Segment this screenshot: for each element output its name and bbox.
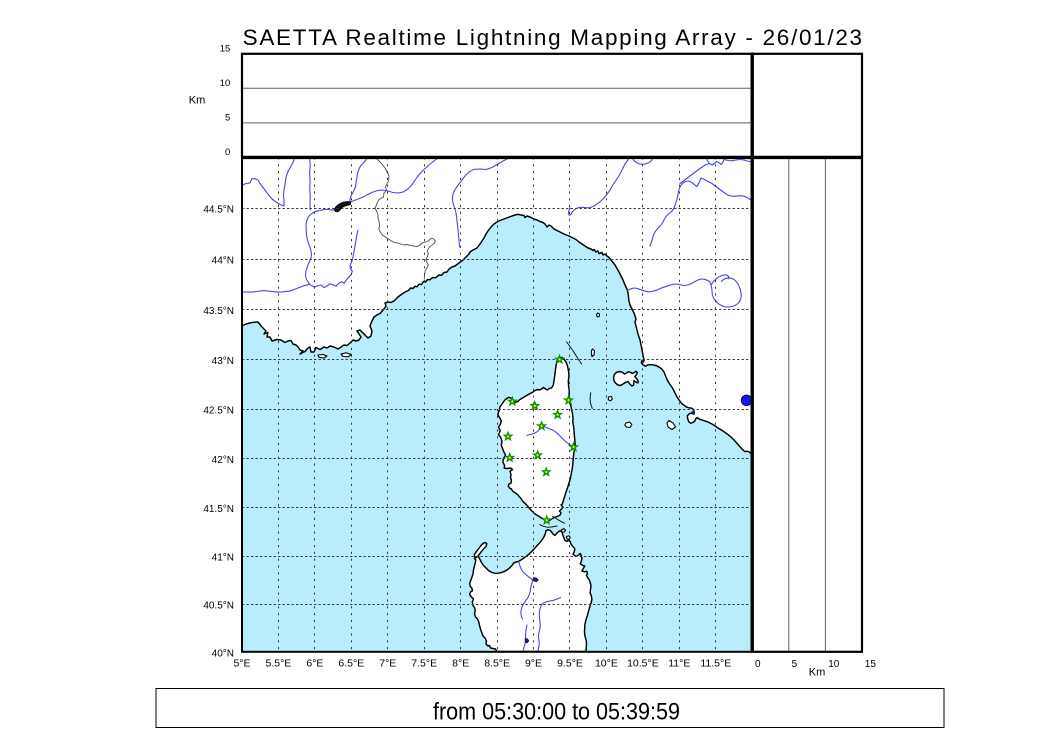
svg-text:7.5°E: 7.5°E <box>411 658 437 670</box>
svg-text:9.5°E: 9.5°E <box>557 658 583 670</box>
svg-text:5: 5 <box>225 113 230 124</box>
svg-text:5.5°E: 5.5°E <box>265 658 291 670</box>
svg-text:8.5°E: 8.5°E <box>484 658 510 670</box>
svg-text:40°N: 40°N <box>212 648 234 659</box>
svg-text:11°E: 11°E <box>668 658 690 670</box>
svg-text:Km: Km <box>189 95 206 107</box>
svg-text:41°N: 41°N <box>212 552 234 563</box>
svg-text:from 05:30:00 to 05:39:59: from 05:30:00 to 05:39:59 <box>433 699 680 726</box>
svg-text:6°E: 6°E <box>306 658 323 670</box>
svg-text:8°E: 8°E <box>452 658 469 670</box>
svg-text:40.5°N: 40.5°N <box>203 601 234 612</box>
svg-text:41.5°N: 41.5°N <box>203 504 234 515</box>
svg-text:43°N: 43°N <box>212 356 234 367</box>
svg-text:10.5°E: 10.5°E <box>627 658 659 670</box>
svg-text:0: 0 <box>755 659 761 670</box>
svg-text:5°E: 5°E <box>233 658 250 670</box>
svg-text:9°E: 9°E <box>525 658 542 670</box>
svg-text:42.5°N: 42.5°N <box>203 406 234 417</box>
svg-text:10: 10 <box>220 78 231 89</box>
svg-text:0: 0 <box>225 147 230 158</box>
svg-text:10°E: 10°E <box>595 658 618 670</box>
svg-text:44°N: 44°N <box>212 255 234 266</box>
svg-text:43.5°N: 43.5°N <box>203 306 234 317</box>
svg-text:7°E: 7°E <box>379 658 396 670</box>
svg-text:15: 15 <box>865 659 877 670</box>
svg-text:6.5°E: 6.5°E <box>338 658 364 670</box>
svg-text:SAETTA Realtime Lightning Mapp: SAETTA Realtime Lightning Mapping Array … <box>243 25 864 50</box>
svg-text:Km: Km <box>809 667 826 679</box>
svg-text:15: 15 <box>220 44 231 55</box>
svg-text:42°N: 42°N <box>212 455 234 466</box>
svg-text:11.5°E: 11.5°E <box>700 658 731 670</box>
svg-text:5: 5 <box>792 659 798 670</box>
svg-text:44.5°N: 44.5°N <box>203 204 234 215</box>
svg-text:10: 10 <box>828 659 840 670</box>
